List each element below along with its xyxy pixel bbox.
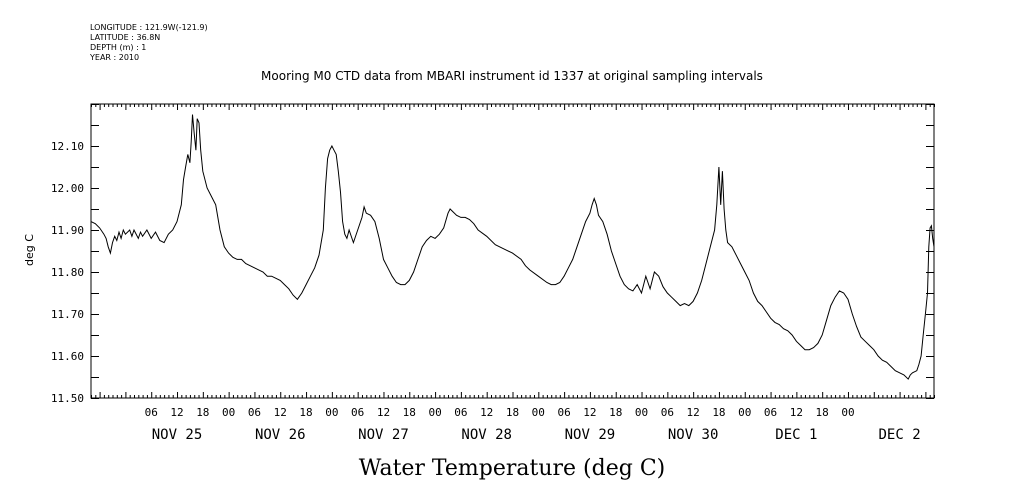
y-tick-label: 11.90 bbox=[51, 224, 84, 237]
hour-tick-label: 00 bbox=[325, 406, 338, 419]
day-label: DEC 2 bbox=[879, 427, 921, 443]
hour-tick-label: 12 bbox=[170, 406, 183, 419]
day-label: NOV 30 bbox=[668, 427, 719, 443]
hour-tick-label: 18 bbox=[299, 406, 312, 419]
hour-tick-label: 06 bbox=[145, 406, 158, 419]
day-labels: NOV 25 NOV 26 NOV 27 NOV 28 NOV 29 NOV 30 DEC … bbox=[152, 427, 921, 443]
hour-tick-label: 18 bbox=[196, 406, 209, 419]
y-tick-label: 11.70 bbox=[51, 308, 84, 321]
hour-tick-label: 12 bbox=[687, 406, 700, 419]
hour-tick-label: 00 bbox=[428, 406, 441, 419]
year-label: YEAR : 2010 bbox=[89, 53, 139, 62]
hour-tick-label: 18 bbox=[609, 406, 622, 419]
longitude-label: LONGITUDE : 121.9W(-121.9) bbox=[90, 23, 208, 32]
hour-tick-label: 06 bbox=[557, 406, 570, 419]
hour-tick-label: 12 bbox=[274, 406, 287, 419]
hour-tick-label: 00 bbox=[738, 406, 751, 419]
hour-tick-label: 18 bbox=[403, 406, 416, 419]
depth-label: DEPTH (m) : 1 bbox=[90, 43, 146, 52]
hour-tick-label: 18 bbox=[816, 406, 829, 419]
chart-title: Mooring M0 CTD data from MBARI instrumen… bbox=[261, 69, 763, 83]
y-tick-label: 12.10 bbox=[51, 140, 84, 153]
hour-tick-label: 00 bbox=[635, 406, 648, 419]
day-label: DEC 1 bbox=[775, 427, 817, 443]
hour-tick-label: 06 bbox=[248, 406, 261, 419]
y-tick-label: 12.00 bbox=[51, 182, 84, 195]
hour-tick-label: 00 bbox=[532, 406, 545, 419]
temperature-series-line bbox=[90, 114, 935, 380]
plot-frame bbox=[90, 103, 935, 399]
hour-tick-label: 06 bbox=[661, 406, 674, 419]
day-label: NOV 25 bbox=[152, 427, 203, 443]
y-tick-label: 11.80 bbox=[51, 266, 84, 279]
hour-tick-label: 06 bbox=[454, 406, 467, 419]
hour-tick-label: 00 bbox=[841, 406, 854, 419]
y-axis-label: deg C bbox=[23, 234, 36, 266]
y-tick-label: 11.50 bbox=[51, 392, 84, 405]
hour-tick-label: 00 bbox=[222, 406, 235, 419]
hour-tick-label: 12 bbox=[480, 406, 493, 419]
hour-tick-label: 06 bbox=[764, 406, 777, 419]
y-tick-label: 11.60 bbox=[51, 350, 84, 363]
day-label: NOV 29 bbox=[565, 427, 616, 443]
y-tick-labels: 11.50 11.60 11.70 11.80 11.90 12.00 12.10 bbox=[51, 140, 84, 405]
day-label: NOV 26 bbox=[255, 427, 306, 443]
hour-tick-label: 18 bbox=[506, 406, 519, 419]
hour-tick-label: 06 bbox=[351, 406, 364, 419]
axis-ticks bbox=[91, 104, 935, 399]
hour-tick-label: 12 bbox=[790, 406, 803, 419]
header-info: LONGITUDE : 121.9W(-121.9) LATITUDE : 36… bbox=[89, 23, 208, 62]
hour-tick-labels: 06 12 18 00 06 12 18 00 06 12 18 00 06 12 18 00 06 12 18 00… bbox=[145, 406, 855, 419]
hour-tick-label: 12 bbox=[583, 406, 596, 419]
day-label: NOV 27 bbox=[358, 427, 409, 443]
hour-tick-label: 12 bbox=[377, 406, 390, 419]
hour-tick-label: 18 bbox=[712, 406, 725, 419]
day-label: NOV 28 bbox=[461, 427, 512, 443]
latitude-label: LATITUDE : 36.8N bbox=[90, 33, 160, 42]
x-axis-label: Water Temperature (deg C) bbox=[359, 456, 666, 481]
